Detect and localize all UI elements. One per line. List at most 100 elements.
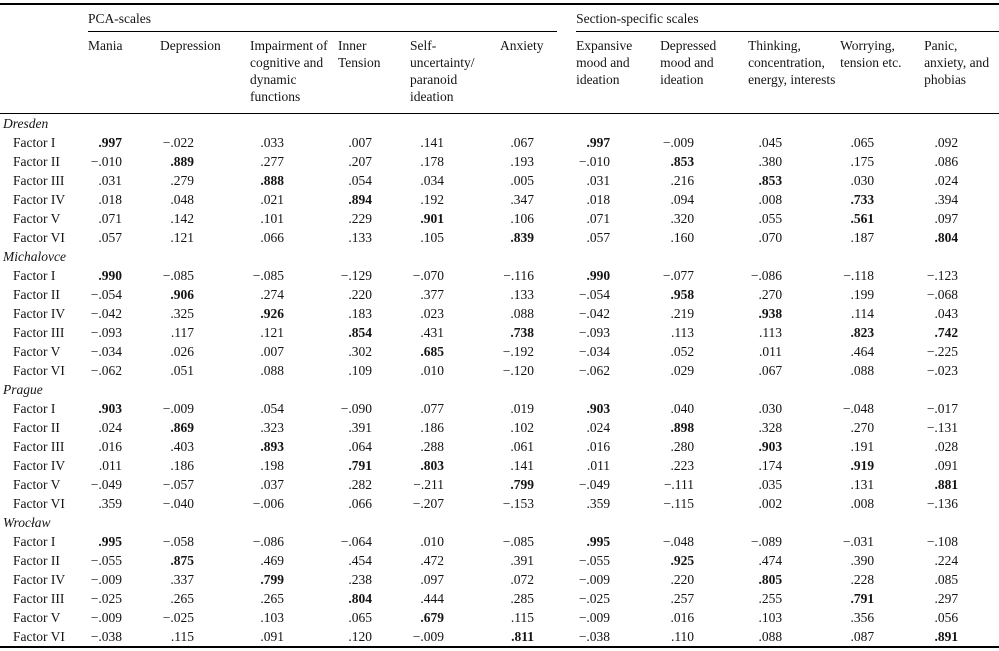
factor-label: Factor V: [13, 477, 61, 492]
loading-value-cell: .011: [576, 456, 660, 475]
factor-label: Factor I: [13, 135, 56, 150]
loading-value-cell: −.062: [88, 361, 160, 380]
loading-value: −.009: [162, 401, 194, 416]
loading-value: .270: [850, 420, 875, 435]
loading-value-cell: −.120: [500, 361, 576, 380]
loading-value-cell: .016: [576, 437, 660, 456]
factor-row: Factor V −.009 −.025 .103 .065 .679 .115 −.009.…: [0, 608, 999, 627]
factor-row: Factor IV .018 .048 .021 .894 .192 .347 .018 .09…: [0, 190, 999, 209]
loading-value: .903: [758, 439, 783, 454]
loading-value-cell: −.009: [660, 133, 748, 152]
loading-value-cell: .018: [88, 190, 160, 209]
loading-value: .186: [420, 420, 444, 435]
loading-value: −.068: [926, 287, 959, 302]
city-label: Prague: [3, 382, 43, 397]
loading-value: .040: [670, 401, 695, 416]
loading-value: .325: [170, 306, 194, 321]
loading-value-cell: −.118: [840, 266, 924, 285]
loading-value: .054: [260, 401, 284, 416]
loading-value: .898: [670, 420, 695, 435]
loading-value-cell: .010: [410, 532, 500, 551]
loading-value-cell: −.085: [160, 266, 250, 285]
loading-value-cell: .803: [410, 456, 500, 475]
loading-value: .011: [758, 344, 783, 359]
loading-value: .738: [510, 325, 534, 340]
group-header-pca-scales: PCA-scales: [88, 9, 558, 32]
loading-value: .839: [510, 230, 534, 245]
loading-value: −.111: [663, 477, 695, 492]
loading-value-cell: .057: [88, 228, 160, 247]
loading-value: .474: [758, 553, 783, 568]
loading-value-cell: .007: [250, 342, 338, 361]
loading-value-cell: −.025: [576, 589, 660, 608]
loading-value: .359: [98, 496, 122, 511]
loading-value: −.131: [926, 420, 959, 435]
factor-label: Factor II: [13, 287, 60, 302]
loading-value: .804: [934, 230, 959, 245]
loading-value: .010: [420, 363, 444, 378]
loading-value-cell: .207: [338, 152, 410, 171]
loading-value: .106: [510, 211, 534, 226]
loading-value: .066: [260, 230, 284, 245]
loading-value-cell: .103: [250, 608, 338, 627]
loading-value-cell: .106: [500, 209, 576, 228]
loading-value-cell: .901: [410, 209, 500, 228]
loading-value: −.055: [578, 553, 611, 568]
loading-value: .033: [260, 135, 284, 150]
loading-value-cell: .997: [88, 133, 160, 152]
loading-value-cell: .040: [660, 399, 748, 418]
loading-value: .799: [260, 572, 284, 587]
loading-value: .799: [510, 477, 534, 492]
loading-value: .997: [98, 135, 122, 150]
loading-value: .791: [348, 458, 372, 473]
loading-value-cell: .056: [924, 608, 999, 627]
loading-value: −.009: [578, 572, 611, 587]
loading-value: .228: [850, 572, 875, 587]
loading-value: −.017: [926, 401, 959, 416]
factor-row: Factor VI −.038 .115 .091 .120 −.009 .811 −.038…: [0, 627, 999, 647]
loading-value: .219: [670, 306, 695, 321]
loading-value-cell: .679: [410, 608, 500, 627]
city-row: Dresden: [0, 114, 999, 134]
loading-value-cell: .229: [338, 209, 410, 228]
loading-value: .403: [170, 439, 194, 454]
loading-value-cell: .121: [250, 323, 338, 342]
loading-value-cell: .390: [840, 551, 924, 570]
factor-label: Factor VI: [13, 230, 65, 245]
loading-value: .193: [510, 154, 534, 169]
loading-value-cell: .811: [500, 627, 576, 647]
loading-value: −.042: [578, 306, 611, 321]
loading-value-cell: .320: [660, 209, 748, 228]
loading-value-cell: .011: [748, 342, 840, 361]
city-row: Wrocław: [0, 513, 999, 532]
loading-value-cell: .120: [338, 627, 410, 647]
factor-row: Factor VI .359 −.040 −.006 .066 −.207 −.153 .35…: [0, 494, 999, 513]
loading-value: .359: [586, 496, 611, 511]
loading-value-cell: .285: [500, 589, 576, 608]
loading-value: .380: [758, 154, 783, 169]
factor-label: Factor VI: [13, 629, 65, 644]
loading-value-cell: −.022: [160, 133, 250, 152]
loading-value: −.136: [926, 496, 959, 511]
loading-value: .347: [510, 192, 534, 207]
loading-value-cell: .088: [840, 361, 924, 380]
loading-value-cell: .889: [160, 152, 250, 171]
loading-value-cell: .891: [924, 627, 999, 647]
loading-value: −.009: [662, 135, 695, 150]
city-row: Prague: [0, 380, 999, 399]
loading-value: .024: [934, 173, 959, 188]
loading-value: −.090: [340, 401, 372, 416]
loading-value: .088: [758, 629, 783, 644]
loading-value-cell: .853: [660, 152, 748, 171]
loading-value: .016: [98, 439, 122, 454]
loading-value-cell: −.025: [88, 589, 160, 608]
loading-value-cell: .186: [410, 418, 500, 437]
loading-value: .679: [420, 610, 444, 625]
loading-value-cell: .903: [88, 399, 160, 418]
loading-value: .018: [586, 192, 611, 207]
loading-value-cell: .054: [250, 399, 338, 418]
loading-value: .391: [348, 420, 372, 435]
loading-value-cell: .394: [924, 190, 999, 209]
loading-value: −.009: [412, 629, 444, 644]
loading-value: .113: [670, 325, 695, 340]
